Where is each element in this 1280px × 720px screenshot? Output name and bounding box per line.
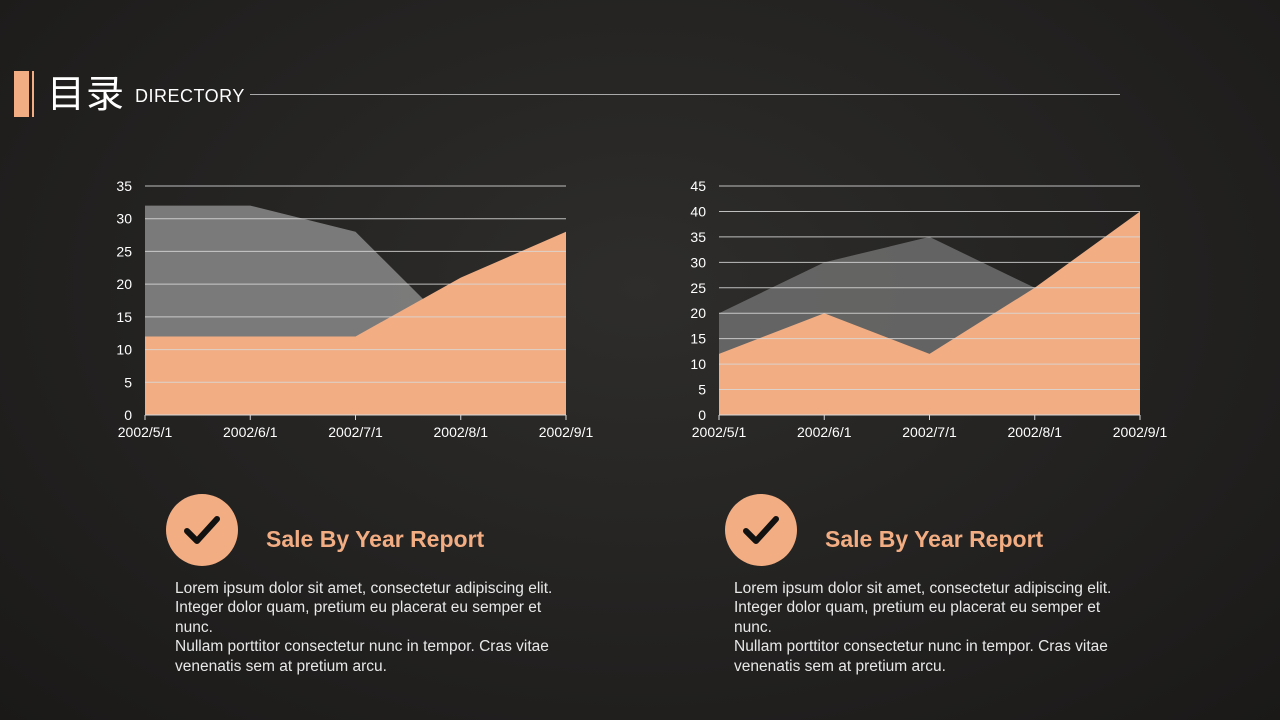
y-tick-label: 25 [116, 243, 132, 259]
header-divider [250, 94, 1120, 95]
y-tick-label: 25 [690, 280, 706, 296]
card-title: Sale By Year Report [266, 526, 485, 552]
card-paragraph: Nullam porttitor consectetur nunc in tem… [175, 638, 549, 675]
y-tick-label: 45 [690, 178, 706, 194]
x-tick-label: 2002/5/1 [692, 424, 747, 440]
y-tick-label: 0 [698, 407, 706, 423]
area-chart-right: 2002/5/1 2002/6/1 2002/7/1 2002/8/1 2002/9/1… [664, 170, 1280, 455]
page-subtitle: DIRECTORY [135, 86, 245, 106]
card-description: Lorem ipsum dolor sit amet, consectetur … [734, 579, 1114, 676]
check-icon [184, 516, 220, 544]
x-tick-label: 2002/7/1 [902, 424, 957, 440]
y-tick-label: 40 [690, 203, 706, 219]
accent-bar [14, 71, 29, 117]
x-tick-label: 2002/8/1 [1008, 424, 1063, 440]
area-series-1 [145, 231, 566, 415]
x-tick-label: 2002/7/1 [328, 424, 383, 440]
y-tick-label: 10 [690, 356, 706, 372]
y-tick-label: 35 [116, 178, 132, 194]
accent-line [32, 71, 34, 117]
y-tick-label: 20 [116, 276, 132, 292]
card-paragraph: Lorem ipsum dolor sit amet, consectetur … [175, 580, 553, 636]
y-tick-label: 0 [124, 407, 132, 423]
report-card-right: Sale By Year Report Lorem ipsum dolor si… [725, 492, 1125, 692]
x-tick-label: 2002/6/1 [797, 424, 852, 440]
area-chart-left: 2002/5/1 2002/6/1 2002/7/1 2002/8/1 2002/9/1… [90, 170, 710, 455]
y-tick-label: 30 [690, 254, 706, 270]
y-tick-label: 15 [116, 309, 132, 325]
y-tick-label: 5 [698, 382, 706, 398]
card-paragraph: Nullam porttitor consectetur nunc in tem… [734, 638, 1108, 675]
slide-header: 目录 DIRECTORY [0, 0, 1280, 130]
y-tick-label: 30 [116, 211, 132, 227]
page-title: 目录 [47, 72, 126, 116]
check-badge [166, 494, 238, 566]
x-tick-label: 2002/8/1 [434, 424, 489, 440]
y-tick-label: 5 [124, 374, 132, 390]
y-tick-label: 35 [690, 229, 706, 245]
y-tick-label: 15 [690, 331, 706, 347]
x-tick-label: 2002/5/1 [118, 424, 173, 440]
x-tick-label: 2002/9/1 [539, 424, 594, 440]
area-chart-left-svg: 2002/5/1 2002/6/1 2002/7/1 2002/8/1 2002/9/1… [116, 178, 594, 440]
card-description: Lorem ipsum dolor sit amet, consectetur … [175, 579, 555, 676]
y-tick-label: 10 [116, 342, 132, 358]
report-card-left: Sale By Year Report Lorem ipsum dolor si… [166, 492, 566, 692]
area-chart-right-svg: 2002/5/1 2002/6/1 2002/7/1 2002/8/1 2002/9/1… [690, 178, 1168, 440]
check-badge [725, 494, 797, 566]
card-paragraph: Lorem ipsum dolor sit amet, consectetur … [734, 580, 1112, 636]
x-tick-label: 2002/9/1 [1113, 424, 1168, 440]
check-icon [743, 516, 779, 544]
y-tick-label: 20 [690, 305, 706, 321]
card-title: Sale By Year Report [825, 526, 1044, 552]
x-tick-label: 2002/6/1 [223, 424, 278, 440]
